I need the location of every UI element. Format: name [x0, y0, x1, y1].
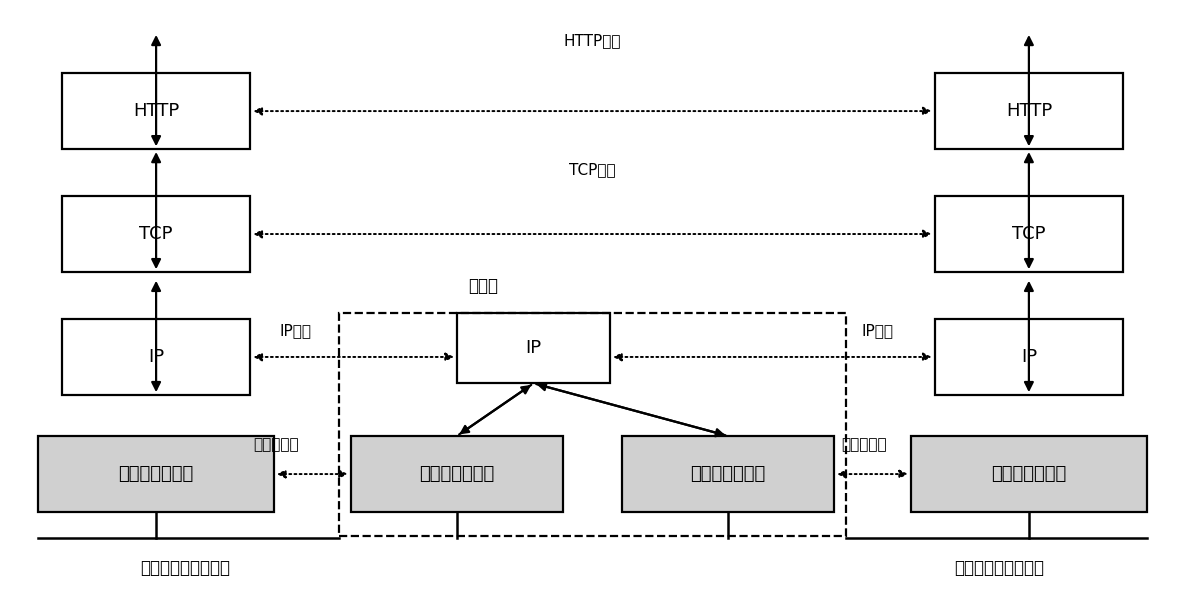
- Bar: [935, 319, 1123, 395]
- Bar: [62, 319, 250, 395]
- Text: 以太网（物理网络）: 以太网（物理网络）: [954, 558, 1044, 577]
- Bar: [935, 73, 1123, 149]
- Text: 以太网（物理网络）: 以太网（物理网络）: [141, 558, 231, 577]
- Bar: [38, 436, 274, 512]
- Bar: [339, 313, 846, 535]
- Bar: [622, 436, 834, 512]
- Text: IP协议: IP协议: [280, 323, 312, 338]
- Bar: [911, 436, 1147, 512]
- Bar: [457, 313, 610, 384]
- Text: HTTP: HTTP: [1006, 102, 1052, 120]
- Text: HTTP: HTTP: [133, 102, 179, 120]
- Text: IP: IP: [148, 348, 165, 366]
- Text: IP: IP: [525, 339, 542, 357]
- Text: 以太网驱动程序: 以太网驱动程序: [992, 465, 1066, 483]
- Text: 路由器: 路由器: [468, 278, 499, 296]
- Text: 以太网驱动程序: 以太网驱动程序: [118, 465, 193, 483]
- Text: 以太网协议: 以太网协议: [254, 437, 300, 452]
- Text: HTTP协议: HTTP协议: [564, 33, 621, 48]
- Text: TCP协议: TCP协议: [569, 162, 616, 177]
- Bar: [935, 196, 1123, 272]
- Bar: [351, 436, 563, 512]
- Text: IP: IP: [1020, 348, 1037, 366]
- Text: 以太网驱动程序: 以太网驱动程序: [419, 465, 494, 483]
- Text: 以太网驱动程序: 以太网驱动程序: [691, 465, 766, 483]
- Bar: [62, 73, 250, 149]
- Text: TCP: TCP: [140, 225, 173, 243]
- Text: TCP: TCP: [1012, 225, 1045, 243]
- Text: IP协议: IP协议: [861, 323, 893, 338]
- Text: 以太网协议: 以太网协议: [841, 437, 886, 452]
- Bar: [62, 196, 250, 272]
